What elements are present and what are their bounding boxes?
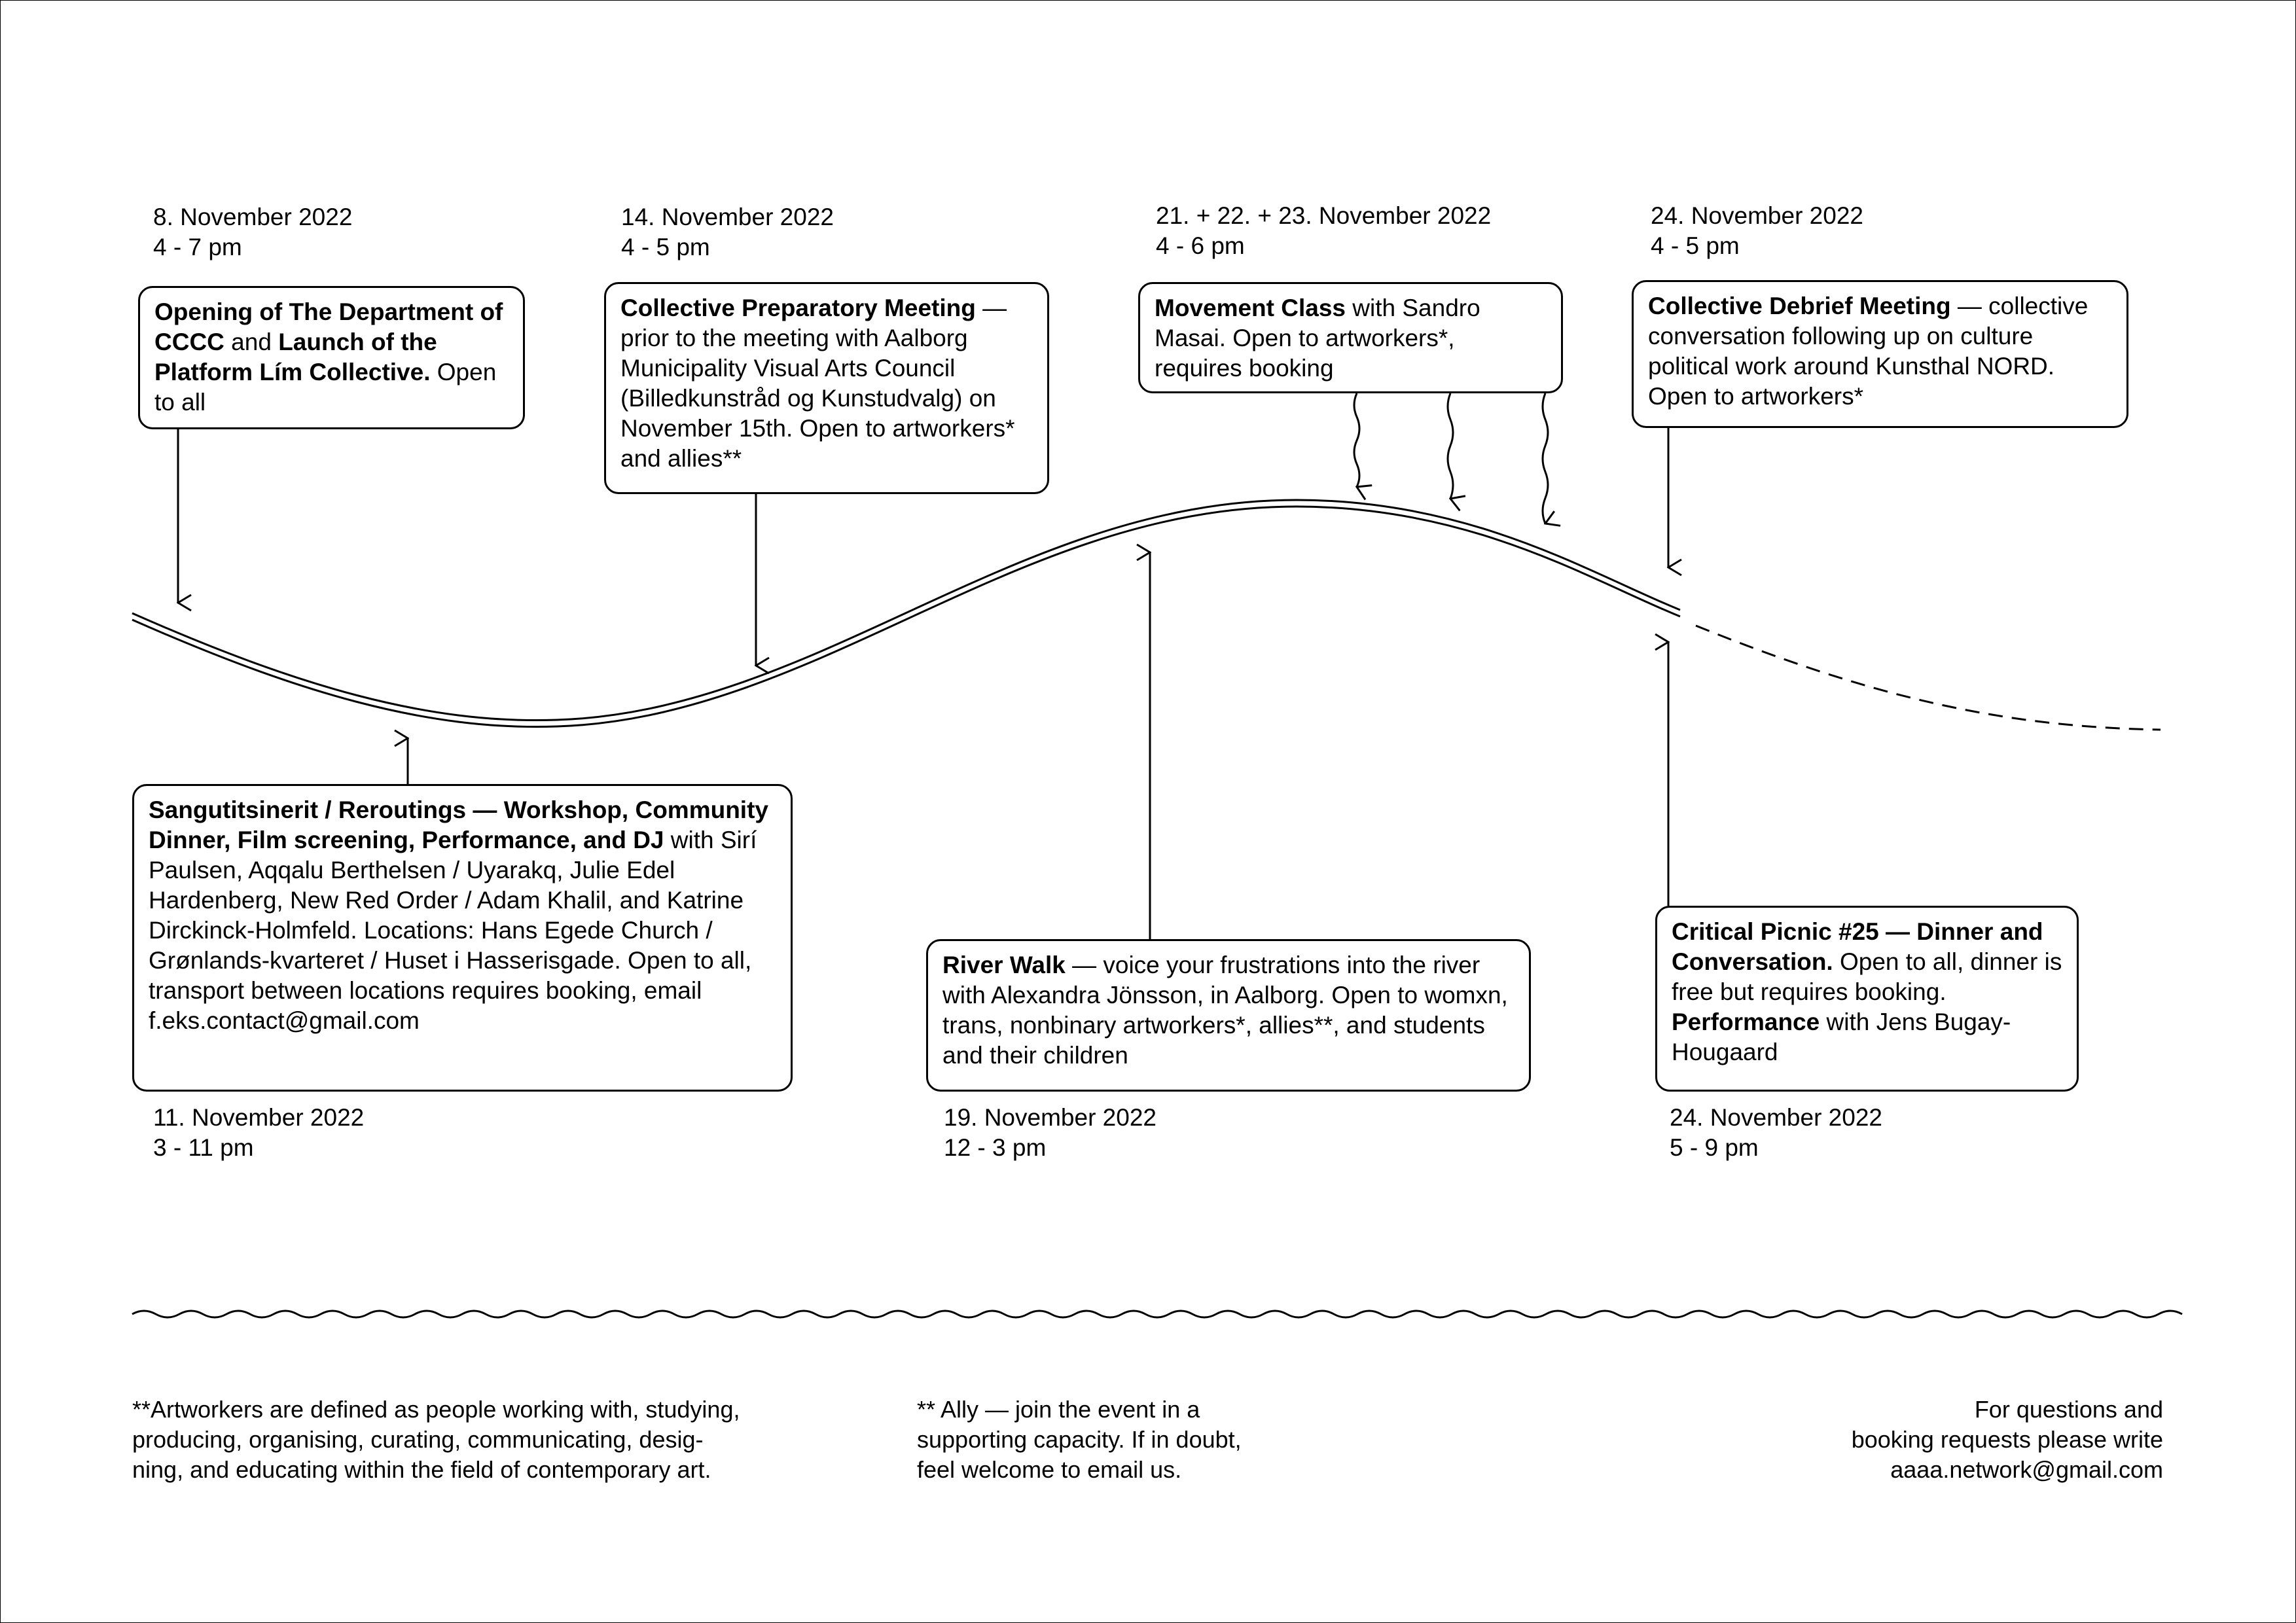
event-text: and (224, 329, 279, 355)
event-date-debrief: 24. November 2022 4 - 5 pm (1651, 202, 1863, 259)
footnote-line: ning, and educating within the field of … (132, 1456, 711, 1483)
wavy-arrow-movement-1 (1353, 393, 1359, 487)
contact-info: For questions and booking requests pleas… (1852, 1395, 2163, 1485)
event-text: — prior to the meeting with Aalborg Muni… (620, 294, 1015, 472)
footnote-line: feel welcome to email us. (917, 1456, 1182, 1483)
event-box-sangutitsinerit: Sangutitsinerit / Reroutings — Workshop,… (132, 784, 793, 1092)
event-date-opening: 8. November 2022 4 - 7 pm (153, 204, 353, 260)
event-title: Opening of The Department of CCCC (154, 298, 503, 355)
contact-email[interactable]: aaaa.network@gmail.com (1890, 1456, 2163, 1483)
wavy-arrow-movement-3 (1541, 393, 1548, 524)
event-title: Movement Class (1155, 294, 1346, 321)
event-date-sangutitsinerit: 11. November 2022 3 - 11 pm (153, 1104, 365, 1161)
event-box-critical-picnic: Critical Picnic #25 — Dinner and Convers… (1655, 906, 2079, 1092)
event-title: Critical Picnic #25 — Dinner and Convers… (1672, 918, 2043, 975)
event-title: River Walk (942, 952, 1066, 978)
event-title: Sangutitsinerit / Reroutings — Workshop,… (149, 796, 768, 853)
footnote-line: ** Ally — join the event in a (917, 1396, 1200, 1423)
event-box-river-walk: River Walk — voice your frustrations int… (926, 939, 1531, 1092)
contact-line: booking requests please write (1851, 1426, 2163, 1453)
event-date-critical-picnic: 24. November 2022 5 - 9 pm (1670, 1104, 1882, 1161)
wavy-divider (132, 1310, 2183, 1319)
footnote-line: producing, organising, curating, communi… (132, 1426, 704, 1453)
event-title: Performance (1672, 1008, 1820, 1035)
event-text: with Sirí Paulsen, Aqqalu Berthelsen / U… (149, 827, 757, 1034)
event-box-movement: Movement Class with Sandro Masai. Open t… (1138, 282, 1563, 393)
event-date-preparatory: 14. November 2022 4 - 5 pm (621, 204, 834, 260)
event-box-opening: Opening of The Department of CCCC and La… (138, 286, 525, 429)
event-title: Launch of the Platform Lím Collective. (154, 329, 437, 385)
footnote-line: **Artworkers are defined as people worki… (132, 1396, 740, 1423)
event-box-preparatory: Collective Preparatory Meeting — prior t… (604, 282, 1049, 494)
contact-line: For questions and (1974, 1396, 2163, 1423)
footnote-artworkers: **Artworkers are defined as people worki… (132, 1395, 740, 1485)
event-date-movement: 21. + 22. + 23. November 2022 4 - 6 pm (1156, 202, 1492, 259)
event-text: with Sandro Masai. Open to artworkers*, … (1155, 294, 1480, 382)
event-text: Open to all (154, 359, 497, 416)
event-date-river-walk: 19. November 2022 12 - 3 pm (944, 1104, 1157, 1161)
event-text: Open to all, dinner is free but requires… (1672, 948, 2062, 1005)
footnote-ally: ** Ally — join the event in a supporting… (917, 1395, 1242, 1485)
event-text: — voice your frustrations into the river… (942, 952, 1508, 1069)
footnote-line: supporting capacity. If in doubt, (917, 1426, 1242, 1453)
event-box-debrief: Collective Debrief Meeting — collective … (1632, 280, 2128, 428)
event-text: — collective conversation following up o… (1648, 293, 2089, 410)
timeline-river-line (132, 499, 1681, 728)
wavy-arrow-movement-2 (1446, 393, 1453, 499)
event-text: with Jens Bugay-Hougaard (1672, 1008, 2011, 1065)
event-title: Collective Preparatory Meeting (620, 294, 976, 321)
timeline-future-dashed-line (1695, 624, 2161, 731)
event-title: Collective Debrief Meeting (1648, 293, 1951, 319)
